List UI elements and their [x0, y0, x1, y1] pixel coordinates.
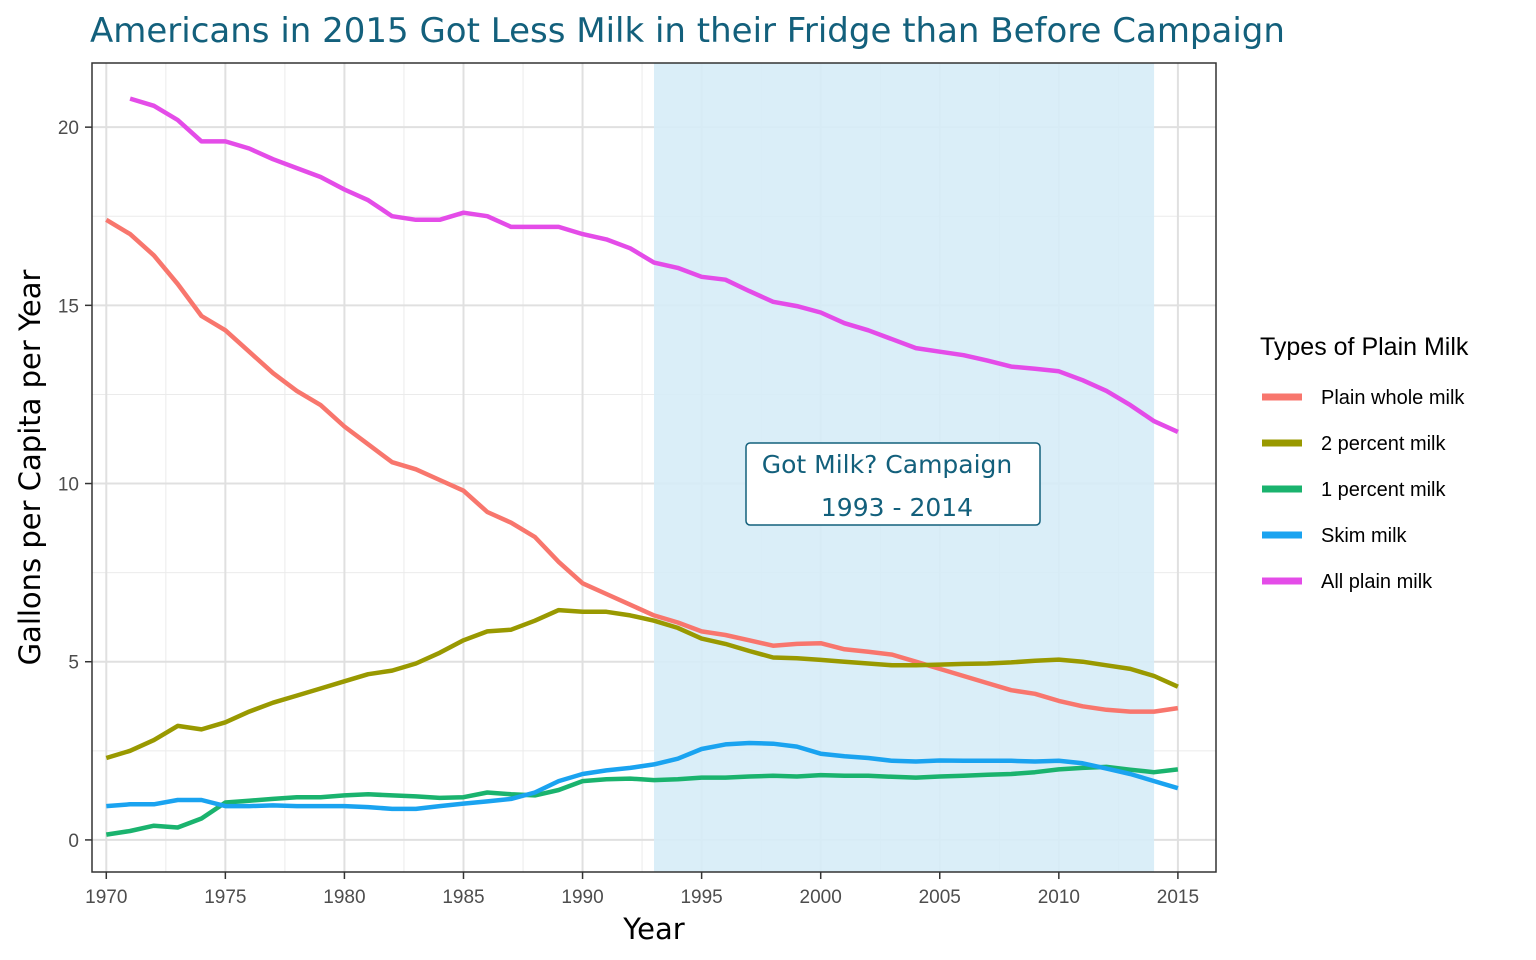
x-tick-label: 1980 [323, 887, 365, 908]
series-lines [105, 96, 1179, 837]
campaign-annotation-box [745, 442, 1041, 526]
y-axis-ticks: 0 5 10 15 20 [58, 118, 92, 852]
x-tick-label: 1990 [561, 887, 603, 908]
x-tick-label: 1985 [442, 887, 484, 908]
y-tick-label: 15 [58, 296, 79, 317]
series-line-all-plain-milk [129, 96, 1179, 434]
legend-label-all-plain-milk: All plain milk [1321, 571, 1433, 593]
x-tick-label: 1995 [680, 887, 722, 908]
legend: Types of Plain Milk Plain whole milk 2 pe… [1260, 333, 1469, 593]
legend-label-2-percent-milk: 2 percent milk [1321, 433, 1446, 455]
y-tick-label: 0 [68, 831, 79, 852]
series-line-2-percent-milk [105, 607, 1179, 761]
x-tick-label: 2005 [919, 887, 961, 908]
plot-panel-border [91, 62, 1217, 873]
legend-label-1-percent-milk: 1 percent milk [1321, 479, 1446, 501]
y-tick-label: 10 [58, 475, 79, 496]
legend-label-plain-whole-milk: Plain whole milk [1321, 387, 1465, 409]
y-tick-label: 5 [68, 653, 79, 674]
series-line-skim-milk [106, 740, 1179, 812]
x-axis-ticks: 1970 1975 1980 1985 1990 1995 2000 2005 2010 2015 [85, 872, 1199, 908]
x-tick-label: 2010 [1038, 887, 1080, 908]
campaign-annotation-line-1: Got Milk? Campaign [762, 450, 1013, 479]
y-tick-label: 20 [58, 118, 79, 139]
x-tick-label: 1975 [204, 887, 246, 908]
chart-title: Americans in 2015 Got Less Milk in their… [90, 11, 1285, 51]
y-axis-title: Gallons per Capita per Year [13, 270, 47, 666]
legend-title: Types of Plain Milk [1260, 333, 1469, 361]
x-tick-label: 2015 [1157, 887, 1199, 908]
series-line-plain-whole-milk [105, 217, 1179, 714]
x-tick-label: 1970 [85, 887, 127, 908]
x-axis-title: Year [622, 912, 684, 946]
campaign-annotation-line-2: 1993 - 2014 [821, 493, 973, 522]
campaign-annotation: Got Milk? Campaign 1993 - 2014 [745, 442, 1041, 526]
series-line-1-percent-milk [105, 764, 1179, 837]
legend-label-skim-milk: Skim milk [1321, 525, 1408, 547]
x-tick-label: 2000 [800, 887, 842, 908]
